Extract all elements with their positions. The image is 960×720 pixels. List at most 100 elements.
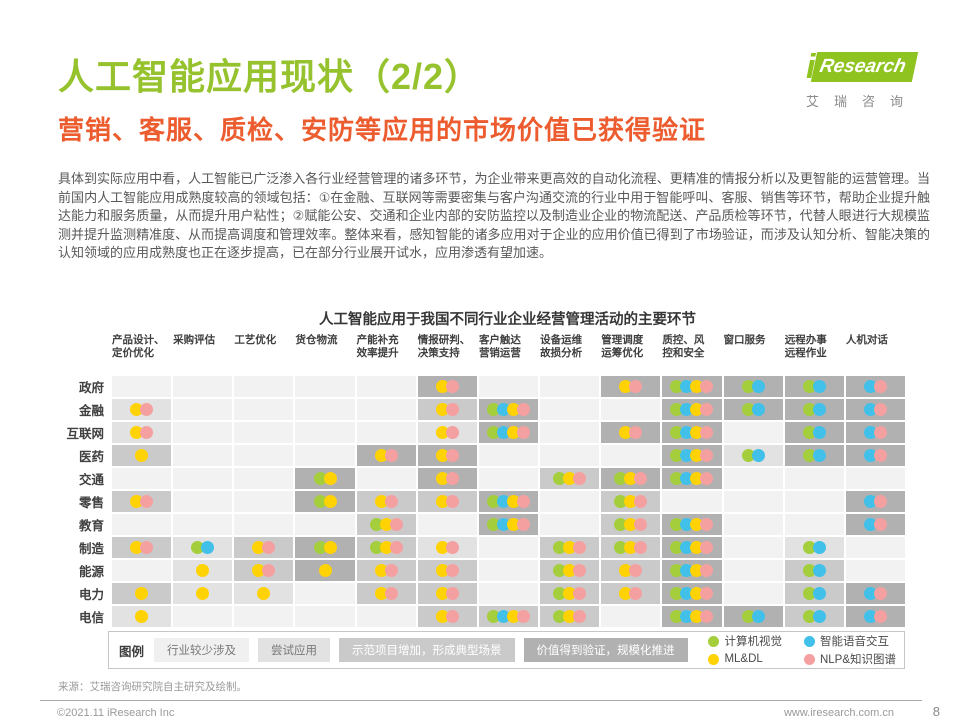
matrix-cell xyxy=(784,445,844,466)
tech-dot-icon xyxy=(445,426,459,439)
column-header-cell: 人机对话 xyxy=(846,334,905,374)
tech-dot-icon xyxy=(873,518,887,531)
column-header: 人机对话 xyxy=(845,334,888,346)
matrix-cell xyxy=(784,491,844,512)
tech-dot-icon xyxy=(196,564,210,577)
matrix-cell xyxy=(540,399,600,420)
tech-dot-icon xyxy=(680,541,694,554)
column-header: 客户触达 营销运营 xyxy=(478,334,521,359)
matrix-cell xyxy=(417,583,477,604)
matrix-cell xyxy=(601,537,661,558)
matrix-cell xyxy=(601,399,661,420)
tech-dot-icon xyxy=(690,564,704,577)
matrix-cell xyxy=(662,537,722,558)
matrix-row: 制造 xyxy=(56,537,906,558)
tech-dot-icon xyxy=(670,564,684,577)
tech-dot-icon xyxy=(680,380,694,393)
tech-dot-icon xyxy=(741,380,755,393)
tech-dot-icon xyxy=(435,380,449,393)
tech-dot-icon xyxy=(487,518,501,531)
tech-dot-icon xyxy=(690,610,704,623)
tech-dot-icon xyxy=(670,380,684,393)
row-label: 制造 xyxy=(78,542,104,556)
tech-dot-icon xyxy=(863,587,877,600)
matrix-cell xyxy=(417,422,477,443)
matrix-cell xyxy=(784,468,844,489)
tech-dot-icon xyxy=(863,426,877,439)
matrix-cell xyxy=(417,468,477,489)
matrix-cell xyxy=(234,606,294,627)
tech-dot-icon xyxy=(517,610,531,623)
matrix-row: 能源 xyxy=(56,560,906,581)
tech-dot-icon xyxy=(812,426,826,439)
tech-dot-icon xyxy=(680,610,694,623)
matrix-cell xyxy=(540,514,600,535)
tech-dot-icon xyxy=(863,518,877,531)
tech-dot-icon xyxy=(700,587,714,600)
tech-dot-icon xyxy=(252,541,266,554)
tech-dot-icon xyxy=(708,653,720,665)
tech-dot-icon xyxy=(863,403,877,416)
tech-dot-icon xyxy=(435,564,449,577)
row-label: 互联网 xyxy=(66,427,104,441)
tech-dot-icon xyxy=(700,541,714,554)
tech-dot-icon xyxy=(690,518,704,531)
matrix-cell xyxy=(540,376,600,397)
matrix-cell xyxy=(417,606,477,627)
matrix-row: 金融 xyxy=(56,399,906,420)
matrix-cell xyxy=(112,583,172,604)
matrix-cell xyxy=(601,376,661,397)
tech-dot-icon xyxy=(680,564,694,577)
matrix-cell xyxy=(173,422,233,443)
tech-dot-icon xyxy=(384,587,398,600)
tech-dot-icon xyxy=(313,472,327,485)
matrix-cell xyxy=(845,491,906,512)
matrix-cell xyxy=(845,468,906,489)
matrix-cell xyxy=(173,606,233,627)
tech-dot-icon xyxy=(384,495,398,508)
matrix-cell xyxy=(295,399,355,420)
matrix-cell xyxy=(417,376,477,397)
tech-dot-icon xyxy=(435,403,449,416)
tech-dot-icon xyxy=(563,587,577,600)
logo-i-icon: i xyxy=(806,48,816,86)
tech-dot-icon xyxy=(802,449,816,462)
tech-dot-icon xyxy=(812,541,826,554)
legend-tech-item: NLP&知识图谱 xyxy=(803,651,896,667)
matrix-cell xyxy=(478,560,539,581)
tech-dot-icon xyxy=(873,495,887,508)
matrix-cell xyxy=(112,422,172,443)
tech-dot-icon xyxy=(700,518,714,531)
tech-dot-icon xyxy=(135,449,149,462)
tech-dot-icon xyxy=(517,426,531,439)
tech-dot-icon xyxy=(624,472,638,485)
matrix-cell xyxy=(417,560,477,581)
tech-dot-icon xyxy=(812,564,826,577)
tech-dot-icon xyxy=(680,587,694,600)
tech-dot-icon xyxy=(634,472,648,485)
matrix-cell xyxy=(356,583,416,604)
matrix-cell xyxy=(723,583,783,604)
tech-dot-icon xyxy=(629,564,643,577)
column-header: 产能补充 效率提升 xyxy=(356,334,399,359)
matrix-header-spacer xyxy=(56,334,110,374)
tech-dot-icon xyxy=(130,541,144,554)
matrix-cell xyxy=(478,399,539,420)
legend-level-swatch: 尝试应用 xyxy=(258,638,331,662)
tech-dot-icon xyxy=(741,449,755,462)
tech-dot-icon xyxy=(389,518,403,531)
tech-dot-icon xyxy=(563,564,577,577)
tech-dot-label: 智能语音交互 xyxy=(819,636,889,648)
tech-dot-icon xyxy=(700,472,714,485)
tech-dot-icon xyxy=(517,403,531,416)
tech-dot-icon xyxy=(741,403,755,416)
tech-dot-icon xyxy=(517,495,531,508)
matrix-cell xyxy=(295,445,355,466)
tech-dot-icon xyxy=(313,495,327,508)
tech-dot-icon xyxy=(751,610,765,623)
tech-dot-label: NLP&知识图谱 xyxy=(819,654,896,666)
tech-dot-icon xyxy=(445,472,459,485)
column-header-cell: 产能补充 效率提升 xyxy=(357,334,416,374)
tech-dot-icon xyxy=(863,380,877,393)
matrix-cell xyxy=(478,514,539,535)
